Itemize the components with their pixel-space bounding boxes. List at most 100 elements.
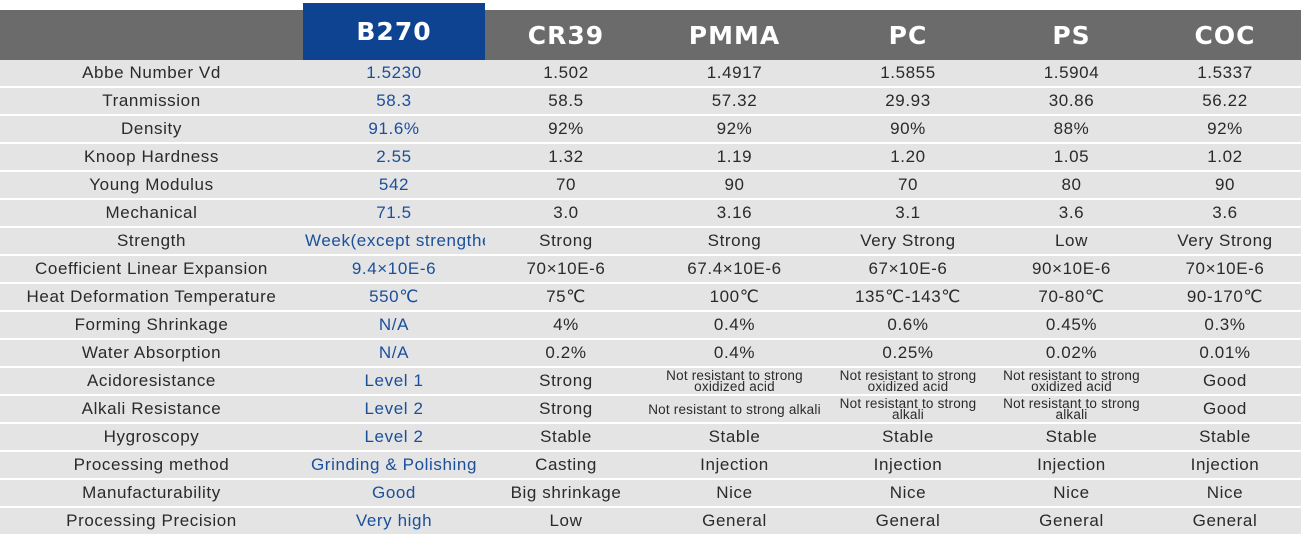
cell-coc: 1.02 bbox=[1149, 144, 1301, 172]
cell-ps: Injection bbox=[994, 452, 1149, 480]
cell-coc: Very Strong bbox=[1149, 228, 1301, 256]
row-label: Water Absorption bbox=[0, 340, 303, 368]
cell-cr39: 0.2% bbox=[485, 340, 647, 368]
cell-pmma: 1.19 bbox=[647, 144, 822, 172]
cell-b270: 542 bbox=[303, 172, 485, 200]
cell-coc: 92% bbox=[1149, 116, 1301, 144]
cell-ps: 3.6 bbox=[994, 200, 1149, 228]
table-body: Abbe Number Vd 1.5230 1.502 1.4917 1.5855 1.5… bbox=[0, 60, 1301, 536]
cell-b270: 550℃ bbox=[303, 284, 485, 312]
cell-cr39: 70 bbox=[485, 172, 647, 200]
row-label: Density bbox=[0, 116, 303, 144]
cell-b270: N/A bbox=[303, 340, 485, 368]
row-label: Forming Shrinkage bbox=[0, 312, 303, 340]
row-label: Acidoresistance bbox=[0, 368, 303, 396]
cell-pc: General bbox=[822, 508, 994, 536]
table-row: Mechanical 71.5 3.0 3.16 3.1 3.6 3.6 bbox=[0, 200, 1301, 228]
cell-b270: Week(except strengthen) bbox=[303, 228, 485, 256]
cell-cr39: 92% bbox=[485, 116, 647, 144]
cell-b270: 2.55 bbox=[303, 144, 485, 172]
cell-pmma: 0.4% bbox=[647, 340, 822, 368]
table-row: Abbe Number Vd 1.5230 1.502 1.4917 1.5855 1.5… bbox=[0, 60, 1301, 88]
cell-cr39: 75℃ bbox=[485, 284, 647, 312]
row-label: Processing method bbox=[0, 452, 303, 480]
cell-ps: 1.05 bbox=[994, 144, 1149, 172]
cell-b270: Grinding & Polishing bbox=[303, 452, 485, 480]
row-label: Coefficient Linear Expansion bbox=[0, 256, 303, 284]
cell-cr39: Low bbox=[485, 508, 647, 536]
cell-pmma: Strong bbox=[647, 228, 822, 256]
row-label: Processing Precision bbox=[0, 508, 303, 536]
header-b270: B270 bbox=[303, 0, 485, 60]
table-row: Processing Precision Very high Low General G… bbox=[0, 508, 1301, 536]
header-coc: COC bbox=[1149, 0, 1301, 60]
cell-cr39: Casting bbox=[485, 452, 647, 480]
cell-pc: Nice bbox=[822, 480, 994, 508]
cell-coc: 3.6 bbox=[1149, 200, 1301, 228]
cell-pc: Very Strong bbox=[822, 228, 994, 256]
header-pc: PC bbox=[822, 0, 994, 60]
cell-ps: Not resistant to strong oxidized acid bbox=[994, 368, 1149, 396]
cell-coc: Injection bbox=[1149, 452, 1301, 480]
row-label: Abbe Number Vd bbox=[0, 60, 303, 88]
table-row: Knoop Hardness 2.55 1.32 1.19 1.20 1.05 1.02 bbox=[0, 144, 1301, 172]
cell-coc: 1.5337 bbox=[1149, 60, 1301, 88]
cell-coc: General bbox=[1149, 508, 1301, 536]
cell-pc: 67×10E-6 bbox=[822, 256, 994, 284]
row-label: Mechanical bbox=[0, 200, 303, 228]
row-label: Knoop Hardness bbox=[0, 144, 303, 172]
cell-b270: 9.4×10E-6 bbox=[303, 256, 485, 284]
table-row: Processing method Grinding & Polishing Cas… bbox=[0, 452, 1301, 480]
cell-pmma: 1.4917 bbox=[647, 60, 822, 88]
cell-pc: Injection bbox=[822, 452, 994, 480]
cell-cr39: Stable bbox=[485, 424, 647, 452]
cell-b270: 91.6% bbox=[303, 116, 485, 144]
cell-pmma: General bbox=[647, 508, 822, 536]
cell-pmma: 90 bbox=[647, 172, 822, 200]
cell-cr39: 3.0 bbox=[485, 200, 647, 228]
cell-coc: 90 bbox=[1149, 172, 1301, 200]
cell-cr39: Strong bbox=[485, 228, 647, 256]
cell-cr39: 58.5 bbox=[485, 88, 647, 116]
table-row: Acidoresistance Level 1 Strong Not resistan… bbox=[0, 368, 1301, 396]
cell-ps: Not resistant to strong alkali bbox=[994, 396, 1149, 424]
row-label: Tranmission bbox=[0, 88, 303, 116]
cell-b270: Very high bbox=[303, 508, 485, 536]
table-row: Water Absorption N/A 0.2% 0.4% 0.25% 0.02% 0.0… bbox=[0, 340, 1301, 368]
cell-pc: 1.5855 bbox=[822, 60, 994, 88]
cell-ps: Stable bbox=[994, 424, 1149, 452]
cell-pmma: Not resistant to strong oxidized acid bbox=[647, 368, 822, 396]
cell-cr39: Strong bbox=[485, 368, 647, 396]
cell-ps: 80 bbox=[994, 172, 1149, 200]
cell-coc: Good bbox=[1149, 368, 1301, 396]
header-pmma: PMMA bbox=[647, 0, 822, 60]
cell-b270: Level 2 bbox=[303, 424, 485, 452]
table-row: Heat Deformation Temperature 550℃ 75℃ 100℃ 1… bbox=[0, 284, 1301, 312]
row-label: Manufacturability bbox=[0, 480, 303, 508]
cell-coc: 70×10E-6 bbox=[1149, 256, 1301, 284]
cell-pc: Stable bbox=[822, 424, 994, 452]
cell-pc: 0.25% bbox=[822, 340, 994, 368]
cell-coc: Good bbox=[1149, 396, 1301, 424]
cell-b270: Level 1 bbox=[303, 368, 485, 396]
header-ps: PS bbox=[994, 0, 1149, 60]
cell-b270: 1.5230 bbox=[303, 60, 485, 88]
cell-b270: 71.5 bbox=[303, 200, 485, 228]
cell-b270: Level 2 bbox=[303, 396, 485, 424]
cell-coc: Stable bbox=[1149, 424, 1301, 452]
cell-pmma: 3.16 bbox=[647, 200, 822, 228]
cell-ps: 1.5904 bbox=[994, 60, 1149, 88]
cell-pc: Not resistant to strong alkali bbox=[822, 396, 994, 424]
cell-ps: 0.45% bbox=[994, 312, 1149, 340]
table-row: Manufacturability Good Big shrinkage Nice Ni… bbox=[0, 480, 1301, 508]
cell-pmma: Not resistant to strong alkali bbox=[647, 396, 822, 424]
row-label: Hygroscopy bbox=[0, 424, 303, 452]
cell-ps: General bbox=[994, 508, 1149, 536]
row-label: Young Modulus bbox=[0, 172, 303, 200]
header-row: B270 CR39 PMMA PC PS COC bbox=[0, 0, 1301, 60]
cell-pmma: 100℃ bbox=[647, 284, 822, 312]
cell-pc: 3.1 bbox=[822, 200, 994, 228]
cell-pmma: Nice bbox=[647, 480, 822, 508]
cell-ps: 30.86 bbox=[994, 88, 1149, 116]
